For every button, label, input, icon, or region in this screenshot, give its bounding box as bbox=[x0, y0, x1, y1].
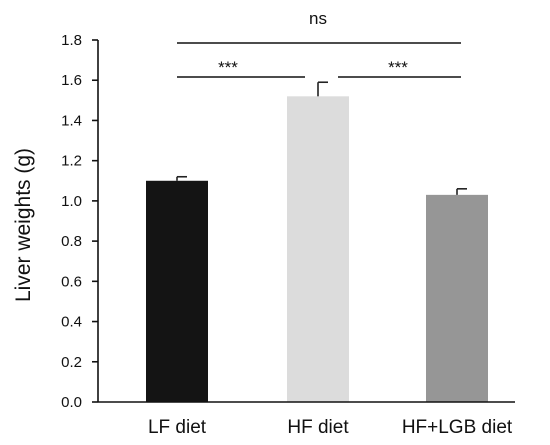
category-label: LF diet bbox=[148, 417, 207, 438]
y-tick-label: 0.2 bbox=[61, 354, 82, 371]
category-label: HF diet bbox=[287, 417, 349, 438]
significance-label: *** bbox=[218, 58, 238, 77]
y-tick-label: 0.6 bbox=[61, 273, 82, 290]
significance-brackets: *** *** ns bbox=[177, 9, 461, 78]
y-tick-label: 1.2 bbox=[61, 153, 82, 170]
y-tick-label: 1.6 bbox=[61, 72, 82, 89]
y-tick-label: 1.4 bbox=[61, 112, 82, 129]
bar bbox=[426, 194, 488, 402]
y-tick-label: 1.0 bbox=[61, 193, 82, 210]
y-tick-label: 0.8 bbox=[61, 233, 82, 250]
y-tick-label: 0.4 bbox=[61, 314, 82, 331]
category-labels: LF diet HF diet HF+LGB diet bbox=[148, 417, 513, 438]
y-tick-label: 1.8 bbox=[61, 32, 82, 49]
bar bbox=[287, 96, 349, 403]
y-axis-ticks: 0.0 0.2 0.4 0.6 0.8 1.0 1.2 1.4 1.6 1.8 bbox=[61, 32, 98, 411]
significance-label: ns bbox=[309, 9, 327, 28]
y-axis-title: Liver weights (g) bbox=[12, 148, 35, 302]
significance-label: *** bbox=[388, 58, 408, 77]
bar bbox=[146, 180, 208, 402]
y-tick-label: 0.0 bbox=[61, 394, 82, 411]
category-label: HF+LGB diet bbox=[402, 417, 513, 438]
bars bbox=[146, 81, 488, 403]
